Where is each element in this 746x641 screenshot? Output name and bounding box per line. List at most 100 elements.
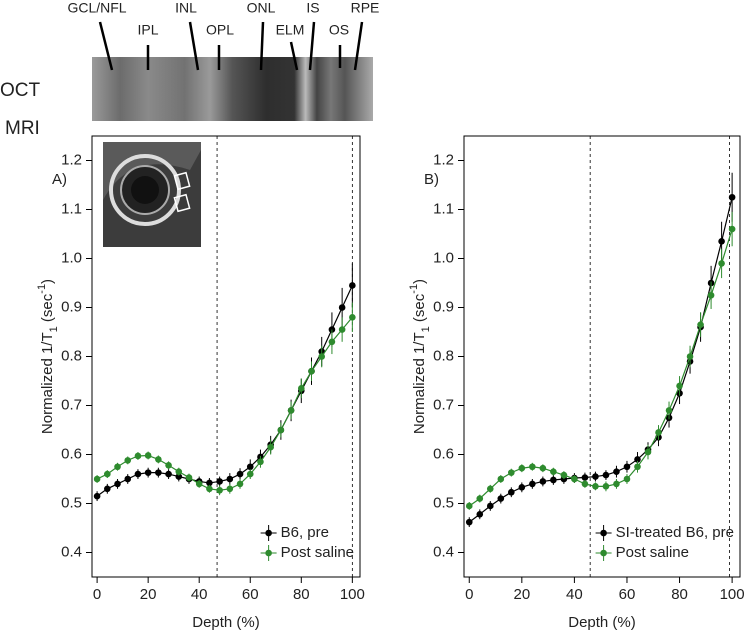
y-tick-label: 0.5 — [61, 494, 82, 511]
point — [165, 470, 172, 478]
point — [486, 485, 494, 493]
legend: B6, pre Post saline — [260, 524, 354, 561]
legend-label: SI-treated B6, pre — [616, 524, 734, 541]
point — [486, 502, 494, 510]
y-tick-label: 1.2 — [61, 151, 82, 168]
point — [134, 470, 142, 478]
x-tick-label: 20 — [140, 586, 157, 603]
point — [328, 338, 336, 346]
point — [144, 452, 152, 459]
point — [465, 518, 473, 526]
layer-label: OPL — [206, 22, 234, 38]
y-tick-label: 1.1 — [433, 200, 454, 217]
point — [644, 448, 652, 456]
y-tick-label: 1.1 — [61, 200, 82, 217]
point — [550, 468, 557, 475]
point — [226, 475, 234, 483]
point — [550, 476, 557, 484]
point — [267, 443, 274, 451]
y-tick-label: 0.9 — [61, 298, 82, 315]
y-axis-label-part: -1 — [36, 284, 48, 294]
x-tick-label: 80 — [293, 586, 310, 603]
y-axis-label-part: Normalized 1/T — [411, 332, 428, 434]
point — [236, 480, 244, 488]
legend-marker — [265, 549, 272, 557]
y-tick-label: 0.6 — [61, 445, 82, 462]
point — [175, 473, 183, 480]
oct-image — [92, 57, 373, 121]
point — [718, 260, 725, 267]
point — [529, 463, 536, 471]
legend-marker — [265, 529, 272, 537]
point — [613, 468, 620, 475]
y-tick-label: 0.6 — [433, 445, 454, 462]
plot-frame — [463, 135, 741, 578]
point — [592, 483, 599, 490]
point — [216, 486, 223, 494]
point — [297, 385, 305, 392]
point — [518, 464, 526, 472]
point — [476, 510, 484, 518]
point — [124, 457, 132, 464]
point — [508, 488, 515, 496]
point — [539, 464, 547, 472]
point — [623, 475, 631, 483]
point — [560, 471, 568, 479]
y-tick-label: 0.9 — [433, 298, 454, 315]
point — [246, 463, 254, 471]
y-axis-label: Normalized 1/T1 (sec-1) — [36, 279, 60, 434]
point — [465, 502, 473, 510]
point — [257, 458, 264, 466]
point — [206, 485, 213, 493]
series-line — [96, 285, 353, 497]
point — [104, 470, 111, 478]
legend-marker — [600, 549, 607, 557]
panel-label: B) — [424, 171, 439, 188]
layer-label: OS — [329, 22, 349, 38]
point — [581, 474, 589, 481]
layer-label: IS — [306, 0, 319, 16]
legend-label: Post saline — [616, 544, 689, 561]
point — [602, 483, 610, 490]
point — [497, 475, 505, 483]
point — [308, 367, 315, 375]
y-tick-label: 0.8 — [61, 347, 82, 364]
point — [104, 485, 111, 493]
layer-label: ELM — [276, 22, 305, 38]
mri-inset — [103, 142, 201, 247]
point — [155, 469, 162, 476]
layer-label: RPE — [351, 0, 380, 16]
point — [175, 468, 183, 475]
point — [676, 382, 683, 390]
y-axis-label-part: 1 — [420, 326, 432, 332]
row-label: MRI — [5, 118, 40, 139]
y-axis-label-part: Normalized 1/T — [39, 332, 56, 434]
point — [623, 463, 631, 471]
legend: SI-treated B6, pre Post saline — [595, 524, 734, 561]
point — [686, 353, 694, 360]
point — [634, 456, 641, 463]
y-tick-label: 0.4 — [61, 543, 82, 560]
point — [338, 304, 346, 311]
point — [144, 469, 152, 476]
series-line — [96, 316, 353, 491]
point — [697, 321, 704, 328]
row-label: OCT — [0, 80, 41, 101]
layer-label: GCL/NFL — [67, 0, 126, 16]
point — [634, 463, 641, 471]
x-tick-label: 40 — [191, 586, 208, 603]
x-tick-label: 0 — [93, 586, 101, 603]
y-tick-label: 1.2 — [433, 151, 454, 168]
point — [216, 478, 223, 485]
y-axis-label-part: 1 — [48, 326, 60, 332]
point — [195, 480, 203, 488]
x-tick-label: 100 — [720, 586, 745, 603]
point — [707, 291, 715, 299]
y-tick-label: 0.4 — [433, 543, 454, 560]
x-tick-label: 20 — [513, 586, 530, 603]
point — [718, 238, 725, 245]
point — [165, 461, 172, 469]
y-tick-label: 0.8 — [433, 347, 454, 364]
point — [287, 407, 295, 414]
x-tick-label: 60 — [242, 586, 259, 603]
